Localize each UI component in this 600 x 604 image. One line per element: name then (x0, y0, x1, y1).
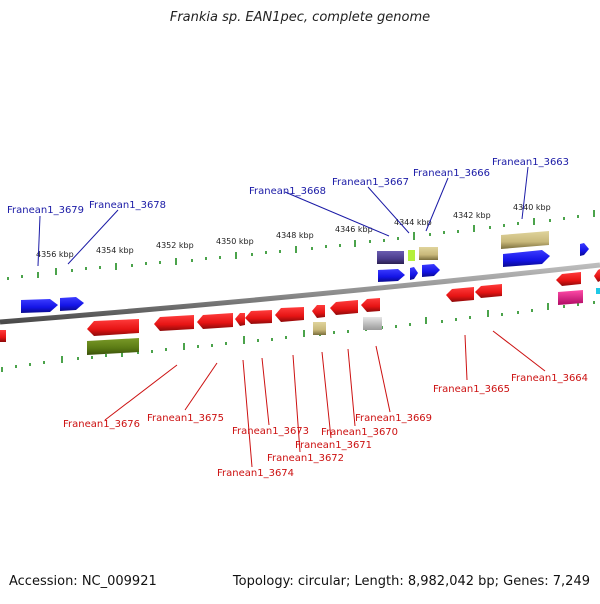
gene-arrow[interactable] (275, 307, 304, 322)
scale-label: 4352 kbp (156, 241, 194, 250)
scale-labels: 4356 kbp 4354 kbp 4352 kbp 4350 kbp 4348… (36, 203, 551, 259)
gene-arrow[interactable] (410, 267, 418, 280)
genome-backbone (0, 262, 600, 325)
gene-arrow[interactable] (446, 287, 474, 302)
gene-label-franean1-3668[interactable]: Franean1_3668 (249, 186, 326, 197)
gene-arrow[interactable] (197, 313, 233, 329)
gene-arrow[interactable] (87, 319, 139, 336)
gene-arrow[interactable] (503, 250, 550, 267)
gene-arrow[interactable] (154, 315, 194, 331)
gene-arrow[interactable] (312, 305, 325, 318)
gene-label-franean1-3675[interactable]: Franean1_3675 (147, 413, 224, 424)
scale-label: 4342 kbp (453, 211, 491, 220)
gene-label-franean1-3663[interactable]: Franean1_3663 (492, 157, 569, 168)
gene-label-franean1-3670[interactable]: Franean1_3670 (321, 427, 398, 438)
gene-label-franean1-3669[interactable]: Franean1_3669 (355, 413, 432, 424)
rna-feature[interactable] (558, 290, 583, 305)
gene-arrow[interactable] (422, 264, 440, 277)
gene-arrow[interactable] (594, 269, 600, 282)
forward-strand-features (21, 231, 589, 313)
gene-arrow[interactable] (580, 243, 589, 256)
gene-arrow[interactable] (245, 310, 272, 324)
rna-feature[interactable] (419, 247, 438, 260)
rna-feature[interactable] (501, 231, 549, 249)
rna-feature[interactable] (408, 250, 415, 261)
gene-label-franean1-3679[interactable]: Franean1_3679 (7, 205, 84, 216)
gene-arrow[interactable] (21, 299, 58, 313)
scale-label: 4356 kbp (36, 250, 74, 259)
upper-gene-labels: Franean1_3679 Franean1_3678 Franean1_366… (7, 157, 569, 216)
gene-label-franean1-3678[interactable]: Franean1_3678 (89, 200, 166, 211)
gene-arrow[interactable] (330, 300, 358, 315)
rna-feature[interactable] (596, 288, 600, 294)
gene-label-franean1-3673[interactable]: Franean1_3673 (232, 426, 309, 437)
scale-label: 4340 kbp (513, 203, 551, 212)
gene-label-franean1-3666[interactable]: Franean1_3666 (413, 168, 490, 179)
gene-arrow[interactable] (0, 330, 6, 342)
lower-gene-labels: Franean1_3676 Franean1_3675 Franean1_367… (63, 373, 588, 479)
gene-arrow[interactable] (235, 313, 245, 326)
rna-feature[interactable] (87, 338, 139, 355)
gene-label-franean1-3664[interactable]: Franean1_3664 (511, 373, 588, 384)
upper-scale-ticks (7, 210, 595, 280)
page-title: Frankia sp. EAN1pec, complete genome (169, 10, 431, 25)
gene-label-franean1-3667[interactable]: Franean1_3667 (332, 177, 409, 188)
gene-arrow[interactable] (475, 284, 502, 298)
scale-label: 4354 kbp (96, 246, 134, 255)
gene-label-franean1-3665[interactable]: Franean1_3665 (433, 384, 510, 395)
gene-label-franean1-3674[interactable]: Franean1_3674 (217, 468, 294, 479)
scale-label: 4344 kbp (394, 218, 432, 227)
accession-label: Accession: NC_009921 (9, 574, 157, 589)
rna-feature[interactable] (313, 322, 326, 335)
genome-summary: Topology: circular; Length: 8,982,042 bp… (232, 574, 590, 589)
scale-label: 4350 kbp (216, 237, 254, 246)
lower-scale-ticks (1, 301, 595, 372)
rna-feature[interactable] (377, 251, 404, 264)
gene-arrow[interactable] (361, 298, 380, 312)
rna-feature[interactable] (363, 317, 382, 330)
gene-arrow[interactable] (556, 272, 581, 286)
reverse-strand-features (0, 269, 600, 355)
gene-label-franean1-3672[interactable]: Franean1_3672 (267, 453, 344, 464)
scale-label: 4348 kbp (276, 231, 314, 240)
gene-label-franean1-3676[interactable]: Franean1_3676 (63, 419, 140, 430)
lower-leader-lines (104, 330, 546, 468)
upper-leader-lines (37, 166, 529, 267)
gene-label-franean1-3671[interactable]: Franean1_3671 (295, 440, 372, 451)
scale-label: 4346 kbp (335, 225, 373, 234)
gene-arrow[interactable] (378, 269, 405, 282)
gene-arrow[interactable] (60, 297, 84, 311)
